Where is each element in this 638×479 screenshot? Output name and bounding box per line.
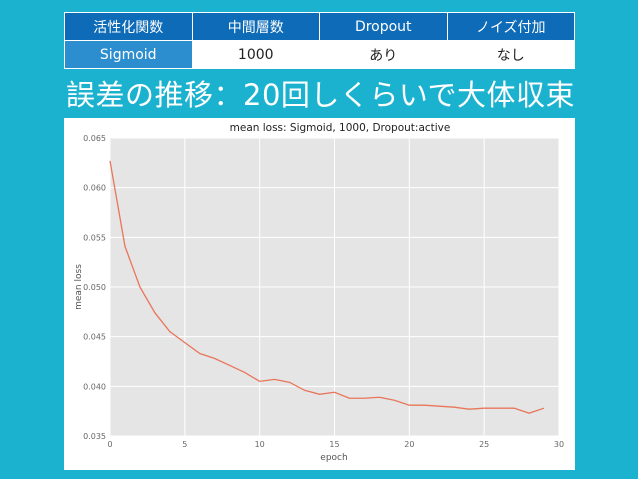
value-dropout: あり xyxy=(319,40,448,69)
settings-table: 活性化関数 中間層数 Dropout ノイズ付加 Sigmoid 1000 あり… xyxy=(64,12,575,69)
settings-value-row: Sigmoid 1000 あり なし xyxy=(64,40,575,69)
x-tick-label: 10 xyxy=(255,440,265,449)
x-tick-label: 20 xyxy=(404,440,414,449)
x-axis-label: epoch xyxy=(320,453,347,463)
grid-lines xyxy=(109,137,560,437)
header-noise: ノイズ付加 xyxy=(446,12,575,41)
value-activation: Sigmoid xyxy=(64,40,193,69)
y-tick-label: 0.045 xyxy=(83,333,106,342)
x-tick-label: 30 xyxy=(554,440,564,449)
y-tick-label: 0.050 xyxy=(83,283,106,292)
value-noise: なし xyxy=(446,40,575,69)
header-dropout: Dropout xyxy=(319,12,448,41)
header-activation: 活性化関数 xyxy=(64,12,193,41)
y-tick-label: 0.060 xyxy=(83,184,106,193)
x-tick-labels: 0 5 10 15 20 25 30 xyxy=(107,440,564,449)
y-tick-label: 0.040 xyxy=(83,382,106,391)
chart-card: mean loss: Sigmoid, 1000, Dropout:active… xyxy=(64,118,575,470)
series-line xyxy=(109,160,545,414)
value-hidden-units: 1000 xyxy=(191,40,320,69)
settings-header-row: 活性化関数 中間層数 Dropout ノイズ付加 xyxy=(64,12,575,41)
slide-heading: 誤差の推移：20回しくらいで大体収束 xyxy=(66,78,576,112)
y-tick-label: 0.035 xyxy=(83,432,106,441)
y-tick-label: 0.065 xyxy=(83,134,106,143)
y-tick-label: 0.055 xyxy=(83,233,106,242)
x-tick-label: 5 xyxy=(182,440,187,449)
loss-chart: mean loss: Sigmoid, 1000, Dropout:active… xyxy=(74,122,564,463)
y-axis-label: mean loss xyxy=(74,264,84,310)
header-hidden-units: 中間層数 xyxy=(191,12,320,41)
chart-title: mean loss: Sigmoid, 1000, Dropout:active xyxy=(230,122,451,134)
x-tick-label: 15 xyxy=(329,440,339,449)
x-tick-label: 25 xyxy=(479,440,489,449)
x-tick-label: 0 xyxy=(107,440,112,449)
y-tick-labels: 0.035 0.040 0.045 0.050 0.055 0.060 0.065 xyxy=(83,134,106,441)
